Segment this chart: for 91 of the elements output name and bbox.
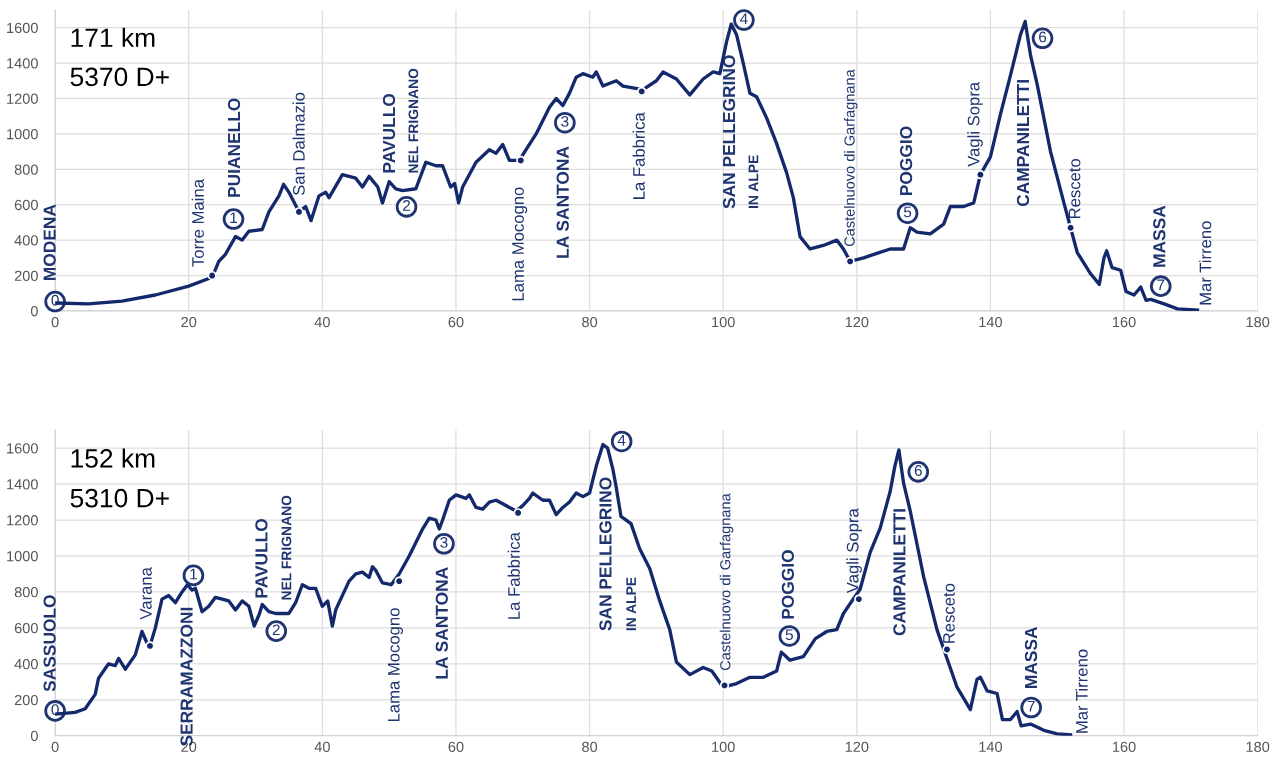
annotation: POGGIO — [899, 126, 913, 196]
annotation: 4 — [740, 13, 748, 24]
annotation: Castelnuovo di Garfagnana — [843, 69, 858, 247]
annotation: SASSUOLO — [43, 595, 56, 692]
annotation: CAMPANILETTI — [1016, 80, 1030, 207]
x-tick-label: 120 — [845, 316, 869, 328]
annotation: MODENA — [43, 204, 56, 281]
annotation: IN ALPE — [748, 155, 759, 209]
annotation: 1 — [190, 568, 197, 580]
x-tick-label: 0 — [51, 316, 59, 328]
y-tick-label: 1000 — [7, 128, 38, 140]
annotation: NEL FRIGNANO — [281, 495, 292, 600]
y-tick-label: 1600 — [7, 22, 38, 34]
x-tick-label: 120 — [845, 741, 869, 752]
annotation: CAMPANILETTI — [893, 509, 906, 636]
x-tick-label: 40 — [314, 741, 330, 752]
y-tick-label: 1000 — [7, 551, 38, 562]
y-tick-label: 600 — [14, 622, 38, 634]
annotation: Vagli Sopra — [846, 508, 862, 594]
annotation: 5310 D+ — [70, 488, 169, 508]
annotation: Lama Mocogno — [388, 608, 403, 722]
y-tick-label: 200 — [14, 694, 38, 706]
annotation: IN ALPE — [626, 577, 636, 631]
y-tick-label: 800 — [14, 587, 38, 598]
x-tick-label: 60 — [448, 316, 464, 328]
annotation: Vagli Sopra — [967, 81, 983, 167]
y-tick-label: 0 — [30, 306, 38, 317]
x-tick-label: 80 — [582, 741, 598, 752]
annotation: 2 — [403, 200, 411, 211]
point — [207, 270, 217, 281]
annotation: 7 — [1157, 279, 1165, 291]
annotation: Castelnuovo di Garfagnana — [719, 493, 734, 671]
x-tick-label: 0 — [51, 741, 59, 752]
y-tick-label: 600 — [14, 199, 38, 211]
annotation: 1 — [230, 212, 237, 223]
y-tick-label: 200 — [14, 270, 38, 281]
annotation: Mar Tirreno — [1075, 649, 1088, 733]
y-tick-label: 1200 — [7, 93, 38, 104]
annotation: SAN PELLEGRINO — [722, 55, 736, 209]
annotation: PAVULLO — [255, 518, 268, 598]
x-tick-label: 140 — [979, 316, 1003, 328]
x-tick-label: 180 — [1246, 316, 1270, 328]
point — [719, 680, 730, 691]
annotation: LA SANTONA — [556, 146, 569, 258]
annotation: PUIANELLO — [227, 98, 241, 197]
y-tick-label: 400 — [14, 235, 38, 246]
annotation: NEL FRIGNANO — [408, 68, 419, 173]
y-tick-label: 1400 — [7, 479, 38, 490]
annotation: Resceto — [1068, 158, 1081, 219]
annotation: 2 — [272, 624, 280, 636]
x-tick-label: 80 — [582, 316, 598, 328]
annotation: 5 — [903, 206, 912, 218]
annotation: 5 — [785, 629, 793, 641]
annotation: 6 — [1039, 31, 1047, 43]
x-tick-label: 140 — [979, 741, 1003, 752]
annotation: La Fabbrica — [632, 112, 645, 199]
annotation: San Dalmazio — [292, 92, 305, 196]
annotation: 4 — [617, 434, 626, 446]
annotation: 7 — [1027, 700, 1035, 712]
x-tick-label: 20 — [181, 316, 197, 328]
annotation: 152 km — [71, 448, 155, 468]
y-tick-label: 1400 — [7, 58, 38, 69]
y-tick-label: 800 — [14, 164, 38, 175]
annotation: 6 — [914, 465, 922, 476]
annotation: Resceto — [943, 583, 955, 643]
annotation: PAVULLO — [382, 93, 396, 173]
annotation: POGGIO — [781, 550, 794, 619]
annotation: 3 — [440, 537, 448, 548]
annotation: SAN PELLEGRINO — [599, 477, 612, 631]
x-tick-label: 100 — [712, 316, 735, 328]
annotation: 171 km — [71, 27, 155, 47]
annotation: Lama Mocogno — [512, 187, 528, 301]
annotation: 3 — [561, 116, 569, 127]
x-tick-label: 160 — [1112, 316, 1136, 328]
annotation: MASSA — [1024, 626, 1038, 689]
annotation: Torre Maina — [191, 179, 204, 267]
x-tick-label: 160 — [1112, 741, 1136, 752]
annotation: Varana — [140, 567, 152, 620]
x-tick-label: 180 — [1246, 741, 1270, 752]
y-tick-label: 0 — [30, 730, 38, 742]
x-tick-label: 60 — [448, 741, 464, 752]
annotation: MASSA — [1153, 205, 1166, 267]
annotation: LA SANTONA — [435, 567, 448, 679]
annotation: Mar Tirreno — [1199, 221, 1212, 305]
y-tick-label: 1200 — [7, 515, 38, 526]
annotation: La Fabbrica — [507, 532, 520, 619]
y-tick-label: 400 — [14, 658, 38, 670]
annotation: 5370 D+ — [70, 67, 169, 87]
x-tick-label: 40 — [314, 316, 330, 328]
x-tick-label: 100 — [712, 741, 735, 752]
y-tick-label: 1600 — [7, 443, 38, 454]
